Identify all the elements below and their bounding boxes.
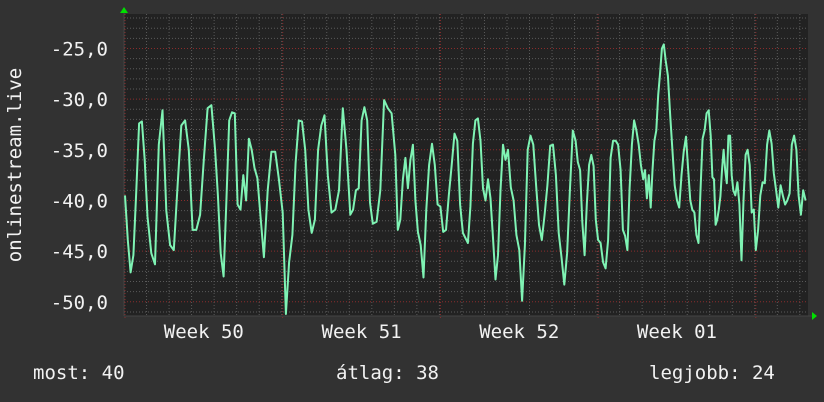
y-tick-label: -25,0 xyxy=(51,38,108,60)
legend-current: most: 40 xyxy=(33,362,125,384)
y-tick-label: -40,0 xyxy=(51,190,108,212)
x-tick-label: Week 51 xyxy=(322,321,402,343)
x-axis-arrow-icon xyxy=(812,312,817,320)
legend-average: átlag: 38 xyxy=(336,362,439,384)
y-tick-label: -30,0 xyxy=(51,89,108,111)
x-tick-label: Week 01 xyxy=(637,321,717,343)
y-tick-label: -50,0 xyxy=(51,292,108,314)
y-axis-title: onlinestream.live xyxy=(4,68,26,262)
x-tick-label: Week 52 xyxy=(479,321,559,343)
y-axis-arrow-icon xyxy=(120,7,128,13)
plot-area xyxy=(124,14,808,316)
y-tick-label: -35,0 xyxy=(51,140,108,162)
y-tick-label: -45,0 xyxy=(51,241,108,263)
x-tick-label: Week 50 xyxy=(164,321,244,343)
legend-max: legjobb: 24 xyxy=(649,362,775,384)
